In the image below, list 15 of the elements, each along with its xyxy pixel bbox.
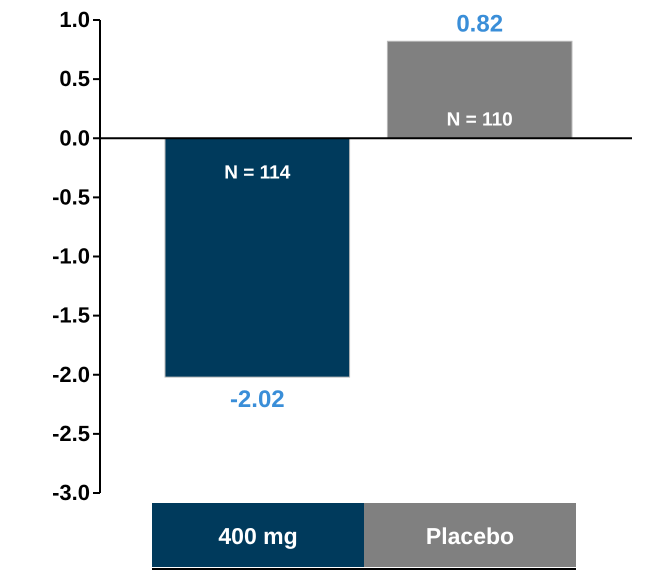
y-tick-label: 0.0 xyxy=(59,125,90,150)
y-tick-label: -0.5 xyxy=(52,184,90,210)
y-tick-label: -1.0 xyxy=(52,244,90,269)
annotation: N = 114 xyxy=(224,162,291,184)
y-tick-label: 1.0 xyxy=(59,7,90,32)
y-tick-label: -1.5 xyxy=(52,302,90,328)
data-label: -2.02 xyxy=(230,386,285,414)
x-tick-label: Placebo xyxy=(426,523,514,549)
data-label: 0.82 xyxy=(456,10,504,38)
y-tick-label: -2.0 xyxy=(52,362,90,387)
y-tick-label: 0.5 xyxy=(59,66,90,92)
annotation: N = 110 xyxy=(446,109,513,130)
x-tick-label: 400 mg xyxy=(218,523,298,549)
y-tick-label: -2.5 xyxy=(52,420,90,446)
y-tick-label: -3.0 xyxy=(52,480,90,506)
